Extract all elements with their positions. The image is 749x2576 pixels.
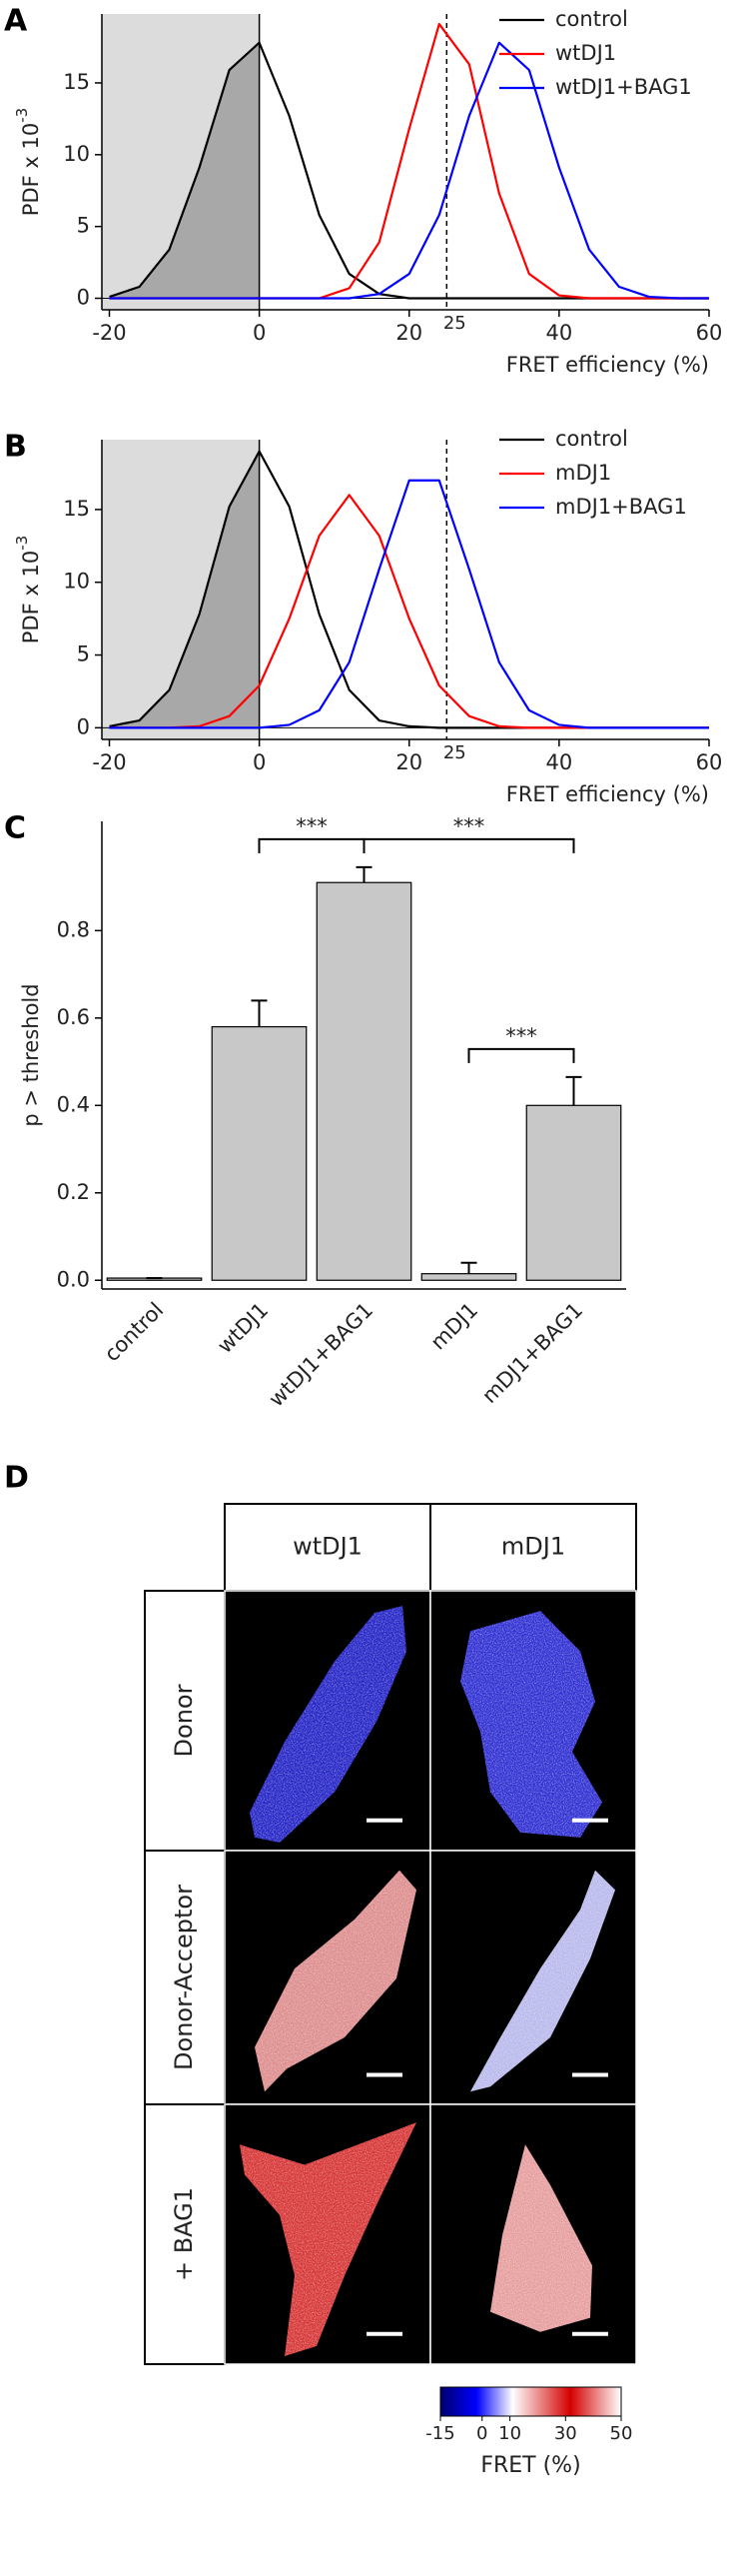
x-tick-label: 0 bbox=[253, 321, 266, 345]
significance-label: *** bbox=[453, 814, 485, 838]
y-tick-label: 0.8 bbox=[57, 917, 90, 941]
row-label-frame bbox=[144, 1590, 226, 1852]
y-tick-label: 15 bbox=[63, 70, 90, 94]
x-tick-label: 40 bbox=[546, 321, 573, 345]
cell-texture bbox=[490, 2144, 592, 2332]
y-tick-label: 5 bbox=[77, 214, 90, 238]
x-axis-label: FRET efficiency (%) bbox=[506, 782, 709, 806]
colorbar-tick-label: 0 bbox=[476, 2423, 487, 2444]
column-header: wtDJ1 bbox=[293, 1533, 363, 1561]
colorbar-tick-label: 10 bbox=[498, 2423, 521, 2444]
y-axis-label-text: PDF x 10 bbox=[19, 551, 43, 644]
cell-texture bbox=[460, 1611, 602, 1838]
x-tick-label: wtDJ1 bbox=[213, 1298, 273, 1358]
series-line bbox=[109, 479, 709, 729]
y-tick-label: 5 bbox=[77, 643, 90, 666]
panel-letter: C bbox=[4, 811, 26, 846]
cell-texture bbox=[470, 1870, 615, 2092]
x-tick-label: 20 bbox=[395, 750, 422, 774]
legend-label: control bbox=[555, 7, 628, 31]
x-axis-label: FRET efficiency (%) bbox=[506, 353, 709, 377]
cell-texture bbox=[250, 1606, 406, 1843]
x-tick-label: wtDJ1+BAG1 bbox=[265, 1298, 378, 1412]
x-tick-label: -20 bbox=[92, 750, 126, 774]
y-tick-label: 0 bbox=[77, 286, 90, 310]
legend-label: wtDJ1 bbox=[555, 41, 616, 65]
colorbar bbox=[439, 2386, 622, 2417]
shade-area bbox=[109, 451, 260, 728]
y-tick-label: 10 bbox=[63, 570, 90, 594]
bar bbox=[316, 881, 412, 1281]
y-tick-label: 0 bbox=[77, 714, 90, 738]
significance-bracket bbox=[258, 837, 366, 853]
significance-bracket bbox=[363, 837, 575, 853]
x-tick-label: mDJ1 bbox=[426, 1298, 483, 1355]
error-bar bbox=[565, 1075, 582, 1106]
column-header: mDJ1 bbox=[501, 1533, 565, 1561]
legend-label: wtDJ1+BAG1 bbox=[555, 75, 692, 99]
x-tick-label: 60 bbox=[696, 321, 723, 345]
x-tick-label: 40 bbox=[546, 750, 573, 774]
row-label-frame bbox=[144, 1850, 226, 2105]
bar bbox=[211, 1025, 308, 1281]
panel-letter: B bbox=[4, 430, 27, 465]
significance-bracket bbox=[467, 1047, 575, 1063]
legend-label: mDJ1 bbox=[555, 461, 611, 485]
y-axis-label-text: PDF x 10 bbox=[19, 123, 43, 216]
x-tick-label: control bbox=[100, 1298, 168, 1366]
y-axis-label-exponent: -3 bbox=[13, 536, 31, 551]
row-label: Donor bbox=[170, 1684, 198, 1757]
x-tick-label: -20 bbox=[92, 321, 126, 345]
y-tick-label: 0.6 bbox=[57, 1005, 90, 1029]
colorbar-tick-label: -15 bbox=[425, 2423, 454, 2444]
y-axis-label-exponent: -3 bbox=[13, 108, 31, 123]
panel-letter: D bbox=[4, 1461, 29, 1496]
reference-label: 25 bbox=[443, 313, 466, 334]
y-tick-label: 0.4 bbox=[57, 1092, 90, 1116]
colorbar-tick-label: 50 bbox=[610, 2423, 633, 2444]
x-tick-label: 60 bbox=[696, 750, 723, 774]
panel-letter: A bbox=[4, 4, 28, 39]
colorbar-label: FRET (%) bbox=[480, 2453, 580, 2478]
error-bar bbox=[251, 999, 268, 1027]
error-bar bbox=[460, 1261, 477, 1274]
y-axis-label: PDF x 10-3 bbox=[13, 536, 44, 644]
series-line bbox=[109, 41, 709, 300]
significance-label: *** bbox=[296, 814, 328, 838]
bar bbox=[420, 1273, 517, 1281]
shade-area bbox=[109, 42, 260, 299]
cell-texture bbox=[240, 2122, 416, 2356]
significance-label: *** bbox=[505, 1024, 537, 1048]
colorbar-tick-label: 30 bbox=[554, 2423, 577, 2444]
error-bar bbox=[356, 865, 373, 883]
y-axis-label: PDF x 10-3 bbox=[13, 108, 44, 216]
row-label: + BAG1 bbox=[170, 2187, 198, 2281]
y-axis-label: p > threshold bbox=[19, 983, 43, 1126]
y-tick-label: 15 bbox=[63, 497, 90, 521]
y-tick-label: 10 bbox=[63, 142, 90, 166]
y-tick-label: 0.2 bbox=[57, 1180, 90, 1204]
row-label: Donor-Acceptor bbox=[170, 1885, 198, 2070]
reference-label: 25 bbox=[443, 742, 466, 763]
y-tick-label: 0.0 bbox=[57, 1267, 90, 1291]
legend-label: control bbox=[555, 427, 628, 451]
bar bbox=[525, 1104, 622, 1281]
legend-label: mDJ1+BAG1 bbox=[555, 495, 687, 519]
x-tick-label: mDJ1+BAG1 bbox=[477, 1298, 587, 1408]
cell-texture bbox=[255, 1870, 416, 2092]
x-tick-label: 20 bbox=[395, 321, 422, 345]
x-tick-label: 0 bbox=[253, 750, 266, 774]
